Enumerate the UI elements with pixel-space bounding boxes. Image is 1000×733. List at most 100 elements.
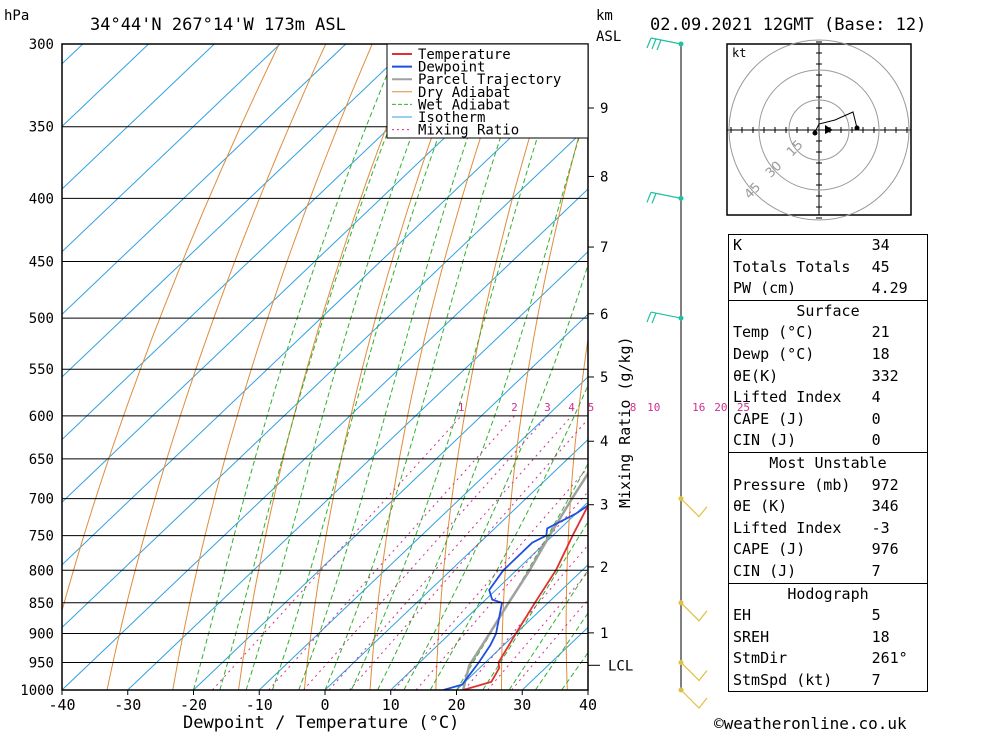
legend-label: Parcel Trajectory (418, 72, 561, 88)
index-row: CIN (J) 7 (729, 561, 927, 583)
wet-adiabat-line (219, 44, 423, 690)
mixing-ratio-label: 20 (714, 401, 727, 414)
height-tick-label: 7 (600, 240, 608, 256)
dewpoint-line (443, 504, 588, 690)
index-name: Totals Totals (733, 257, 851, 276)
isotherm-line (62, 44, 215, 190)
mixing-ratio-label: 8 (630, 401, 637, 414)
index-name: CIN (J) (733, 561, 797, 580)
pressure-tick-label: 750 (29, 529, 54, 545)
mixing-ratio-line (393, 466, 588, 690)
index-value: 0 (871, 409, 881, 428)
indices-panel: K 34 Totals Totals 45 PW (cm) 4.29 Surface Te… (728, 234, 928, 693)
height-tick-label: 2 (600, 560, 608, 576)
legend-label: Wet Adiabat (418, 97, 511, 113)
x-tick-label: 0 (320, 696, 329, 714)
lcl-label: LCL (608, 658, 633, 674)
hodograph-point (812, 130, 818, 136)
pressure-tick-label: 600 (29, 409, 54, 425)
isotherm-line (62, 44, 347, 315)
height-unit-label: km (596, 8, 613, 24)
height-unit-asl: ASL (596, 29, 621, 45)
pressure-tick-label: 1000 (20, 683, 54, 699)
isotherm-line (62, 63, 588, 566)
index-row: StmSpd (kt) 7 (729, 670, 927, 692)
isotherm-line (456, 564, 588, 690)
pressure-tick-label: 350 (29, 120, 54, 136)
dry-adiabat-line (967, 44, 1000, 690)
temperature-line (462, 503, 588, 690)
index-value: -3 (871, 518, 890, 537)
index-name: θE(K) (733, 366, 779, 385)
mixing-ratio-line (212, 415, 462, 690)
isotherm-line (62, 125, 588, 629)
pressure-tick-label: 800 (29, 563, 54, 579)
mixing-ratio-line (268, 415, 515, 690)
wet-adiabat-line (245, 44, 448, 690)
index-row: CIN (J) 0 (729, 430, 927, 452)
datetime-title: 02.09.2021 12GMT (Base: 12) (650, 15, 926, 35)
index-row: Pressure (mb) 972 (729, 475, 927, 497)
height-tick-label: 1 (600, 626, 608, 642)
wet-adiabat-line (456, 462, 588, 690)
surface-indices: Surface Temp (°C) 21 Dewp (°C) 18 θE(K) 332 Li… (728, 299, 928, 452)
index-row: θE (K) 346 (729, 496, 927, 518)
hodograph-trace (814, 111, 858, 133)
index-value: 34 (871, 236, 890, 254)
index-value: 4 (871, 388, 881, 407)
x-tick-label: 30 (513, 696, 531, 714)
pressure-tick-label: 450 (29, 255, 54, 271)
hodograph-ring (788, 99, 850, 161)
mixing-ratio-label: 3 (544, 401, 551, 414)
index-value: 972 (871, 475, 899, 494)
index-row: Totals Totals 45 (729, 257, 927, 279)
legend-label: Mixing Ratio (418, 123, 519, 139)
index-value: 45 (871, 257, 890, 276)
index-name: K (733, 236, 743, 254)
mixing-ratio-line (415, 490, 588, 690)
index-value: 5 (871, 606, 881, 625)
mixing-ratio-label: 1 (458, 401, 465, 414)
hodograph-title: Hodograph (787, 584, 869, 603)
x-tick-label: -20 (180, 696, 207, 714)
mixing-ratio-label: 4 (568, 401, 575, 414)
dry-adiabat-line (565, 335, 588, 690)
pressure-tick-label: 650 (29, 452, 54, 468)
hodograph-ring (728, 39, 910, 221)
mixing-ratio-axis-label: Mixing Ratio (g/kg) (616, 336, 634, 508)
index-value: 4.29 (871, 279, 908, 298)
index-name: Dewp (°C) (733, 344, 815, 363)
legend-label: Isotherm (418, 110, 485, 126)
index-row: PW (cm) 4.29 (729, 278, 927, 300)
pressure-unit-label: hPa (4, 8, 29, 24)
index-name: Lifted Index (733, 388, 842, 407)
index-name: CAPE (J) (733, 409, 806, 428)
index-row: CAPE (J) 0 (729, 409, 927, 431)
index-name: CAPE (J) (733, 540, 806, 559)
index-name: StmDir (733, 649, 788, 668)
index-row: Dewp (°C) 18 (729, 344, 927, 366)
x-tick-label: -30 (114, 696, 141, 714)
pressure-tick-label: 950 (29, 655, 54, 671)
wind-barb (680, 602, 708, 622)
pressure-tick-label: 500 (29, 311, 54, 327)
pressure-tick-label: 850 (29, 596, 54, 612)
index-row: CAPE (J) 976 (729, 539, 927, 561)
index-name: SREH (733, 627, 770, 646)
index-name: Lifted Index (733, 518, 842, 537)
height-tick-label: 5 (600, 370, 608, 386)
hodograph-ring (758, 69, 880, 191)
wind-barb (680, 689, 708, 709)
mixing-ratio-line (303, 415, 548, 690)
index-value: 18 (871, 344, 890, 363)
parcel-trajectory-line (461, 471, 588, 690)
wet-adiabat-line (324, 44, 533, 690)
mixing-ratio-line (463, 544, 588, 690)
index-row: Temp (°C) 21 (729, 322, 927, 344)
isotherm-line (62, 44, 478, 441)
wind-barb (680, 662, 708, 682)
isotherm-line (62, 44, 149, 128)
